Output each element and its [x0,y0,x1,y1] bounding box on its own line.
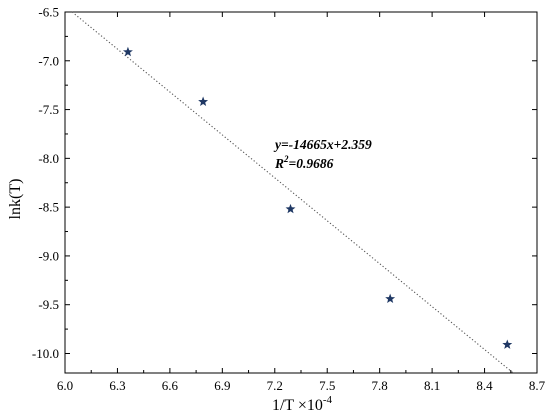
data-point-star [385,293,396,304]
annotation-r2: R2=0.9686 [274,154,334,171]
data-point-star [285,203,296,214]
x-tick-label: 8.7 [529,378,546,393]
plot-frame [64,11,538,374]
data-point-star [502,339,513,349]
y-tick-label: -10.0 [32,346,59,361]
x-axis-title: 1/T ×10-4 [272,394,333,414]
data-point-star [122,46,133,57]
x-tick-label: 7.5 [319,378,335,393]
x-axis-title-exp: -4 [323,394,333,406]
x-tick-label: 7.8 [372,378,388,393]
x-tick-label: 6.9 [214,378,230,393]
y-tick-label: -8.0 [38,151,59,166]
annotation-r2-sup: 2 [283,154,289,164]
annotation-equation: y=-14665x+2.359 [273,137,372,152]
x-tick-label: 8.1 [424,378,440,393]
y-tick-labels: -6.5 -7.0 -7.5 -8.0 -8.5 -9.0 -9.5 -10.0 [32,5,59,361]
axes [64,11,538,374]
x-tick-label: 6.3 [109,378,125,393]
y-tick-label: -9.0 [38,248,59,263]
y-tick-label: -6.5 [38,5,59,20]
y-tick-label: -8.5 [38,200,59,215]
y-tick-label: -9.5 [38,297,59,312]
annotation-r2-prefix: R [274,156,284,171]
data-points [122,46,513,349]
x-tick-label: 8.4 [476,378,493,393]
y-tick-label: -7.0 [38,53,59,68]
x-axis-title-main: 1/T ×10 [272,397,323,414]
y-axis-title: lnk(T) [7,179,24,220]
data-point-star [198,96,209,106]
x-tick-labels: 6.0 6.3 6.6 6.9 7.2 7.5 7.8 8.1 8.4 8.7 [57,378,546,393]
x-tick-label: 7.2 [267,378,283,393]
x-tick-label: 6.6 [162,378,179,393]
x-tick-label: 6.0 [57,378,73,393]
annotation-r2-value: =0.9686 [289,156,334,171]
fit-line [71,11,514,374]
fit-line-group [71,11,514,374]
ticks [64,11,538,373]
y-tick-label: -7.5 [38,102,59,117]
